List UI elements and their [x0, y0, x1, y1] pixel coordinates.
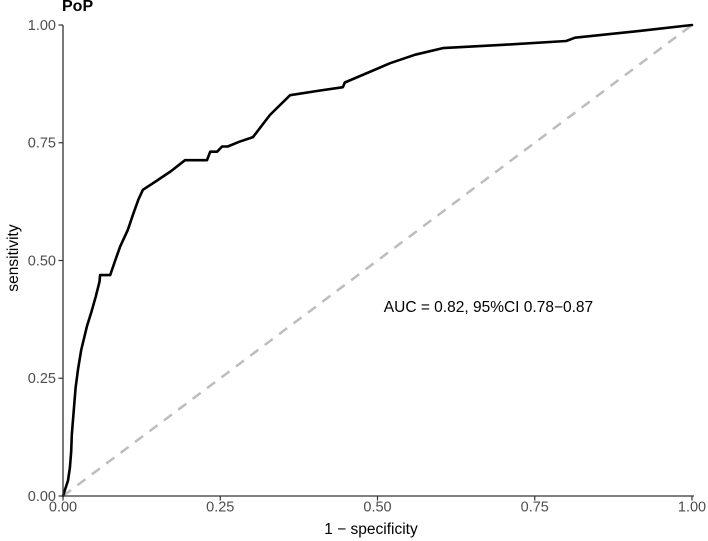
x-tick-label: 0.50 — [363, 500, 391, 516]
x-tick-label: 0.25 — [206, 500, 234, 516]
y-axis-title: sensitivity — [5, 224, 22, 292]
reference-diagonal-line — [62, 23, 693, 498]
chart-title: PoP — [62, 0, 94, 15]
roc-curve-line — [61, 23, 694, 498]
x-tick-label: 0.00 — [49, 500, 77, 516]
y-tick-label: 0.25 — [28, 371, 56, 387]
x-tick-label: 1.00 — [678, 500, 706, 516]
y-tick-label: 0.00 — [28, 489, 56, 505]
auc-annotation: AUC = 0.82, 95%CI 0.78−0.87 — [383, 298, 594, 316]
y-tick-label: 0.75 — [28, 136, 56, 152]
y-tick-label: 0.50 — [28, 253, 56, 269]
x-tick-label: 0.75 — [521, 500, 549, 516]
x-axis-title: 1 − specificity — [324, 521, 418, 538]
y-tick-label: 1.00 — [28, 18, 56, 34]
